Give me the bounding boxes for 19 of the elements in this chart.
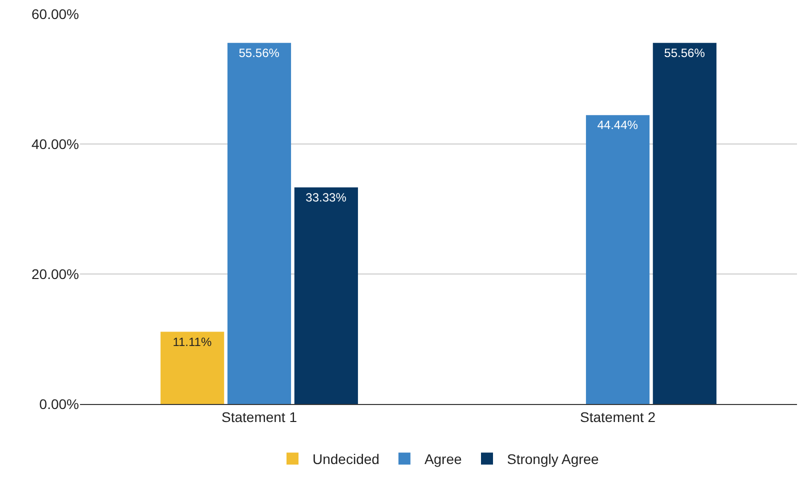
- y-tick-label: 0.00%: [39, 396, 79, 412]
- bar: [160, 332, 224, 404]
- bar: [652, 42, 716, 404]
- legend-label: Strongly Agree: [507, 451, 600, 468]
- y-tick-label: 60.00%: [32, 6, 79, 22]
- legend-label: Agree: [424, 451, 462, 468]
- x-tick-label: Statement 2: [580, 408, 656, 425]
- y-tick-label: 40.00%: [32, 136, 79, 152]
- data-label: 11.11%: [172, 334, 212, 349]
- x-tick-label: Statement 1: [222, 408, 298, 425]
- data-label: 55.56%: [238, 46, 280, 60]
- bar: [227, 42, 292, 404]
- bar: [294, 187, 358, 404]
- y-tick-label: 20.00%: [32, 266, 79, 282]
- data-label: 55.56%: [664, 46, 706, 60]
- data-label: 33.33%: [306, 190, 347, 204]
- legend-label: Undecided: [312, 451, 380, 468]
- data-label: 44.44%: [597, 118, 638, 132]
- bar: [586, 115, 650, 404]
